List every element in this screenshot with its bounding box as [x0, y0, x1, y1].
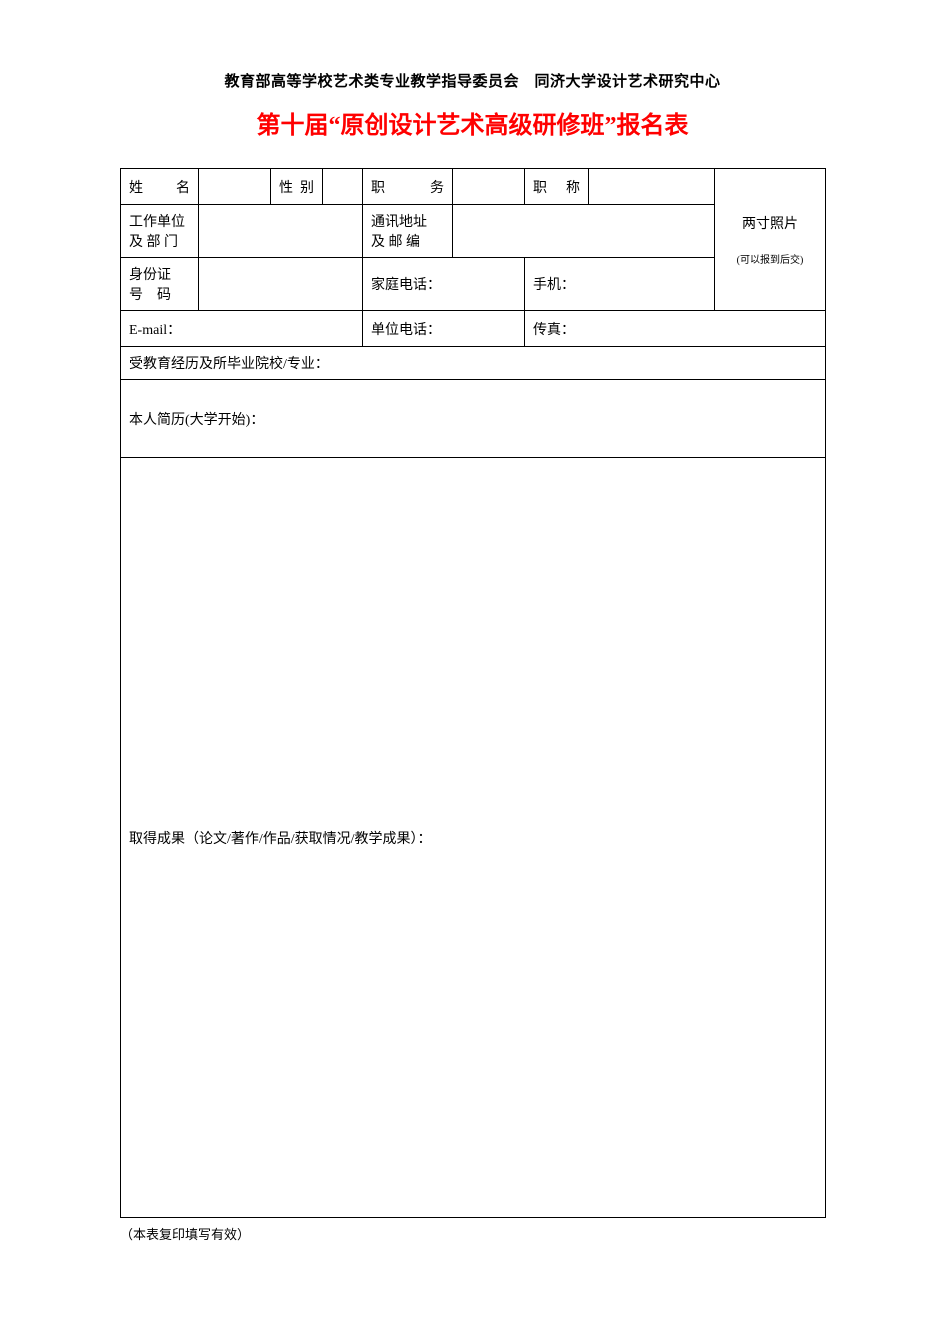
label-office-phone[interactable]: 单位电话： [363, 311, 525, 347]
input-title-rank[interactable] [589, 169, 715, 205]
registration-form-table: 姓 名 性 别 职 务 职 称 两寸照片 (可以报到后交) 工作单位 及 部 门… [120, 168, 826, 1218]
label-id-number: 身份证 号 码 [121, 258, 199, 311]
input-gender[interactable] [323, 169, 363, 205]
input-id-number[interactable] [199, 258, 363, 311]
input-work-unit[interactable] [199, 205, 363, 258]
section-achievements[interactable]: 取得成果（论文/著作/作品/获取情况/教学成果）： [121, 458, 826, 1218]
label-address: 通讯地址 及 邮 编 [363, 205, 453, 258]
org-line: 教育部高等学校艺术类专业教学指导委员会 同济大学设计艺术研究中心 [0, 70, 945, 91]
label-email[interactable]: E-mail： [121, 311, 363, 347]
form-table-wrapper: 姓 名 性 别 职 务 职 称 两寸照片 (可以报到后交) 工作单位 及 部 门… [120, 168, 825, 1218]
label-work-unit: 工作单位 及 部 门 [121, 205, 199, 258]
label-name: 姓 名 [121, 169, 199, 205]
photo-main-label: 两寸照片 [742, 217, 798, 232]
section-education[interactable]: 受教育经历及所毕业院校/专业： [121, 347, 826, 380]
label-title-rank: 职 称 [525, 169, 589, 205]
label-id-l1: 身份证 [129, 268, 171, 283]
label-work-unit-l1: 工作单位 [129, 215, 185, 230]
label-address-l1: 通讯地址 [371, 215, 427, 230]
photo-note-label: (可以报到后交) [723, 251, 817, 266]
label-home-phone[interactable]: 家庭电话： [363, 258, 525, 311]
input-address[interactable] [453, 205, 715, 258]
label-position: 职 务 [363, 169, 453, 205]
input-name[interactable] [199, 169, 271, 205]
footer-note: （本表复印填写有效） [120, 1224, 825, 1243]
photo-cell[interactable]: 两寸照片 (可以报到后交) [715, 169, 826, 311]
section-cv[interactable]: 本人简历(大学开始)： [121, 380, 826, 458]
label-address-l2: 及 邮 编 [371, 235, 420, 250]
form-title: 第十届“原创设计艺术高级研修班”报名表 [0, 105, 945, 140]
label-work-unit-l2: 及 部 门 [129, 235, 178, 250]
label-id-l2: 号 码 [129, 288, 171, 303]
input-position[interactable] [453, 169, 525, 205]
label-gender: 性 别 [271, 169, 323, 205]
label-mobile[interactable]: 手机： [525, 258, 715, 311]
label-fax[interactable]: 传真： [525, 311, 826, 347]
